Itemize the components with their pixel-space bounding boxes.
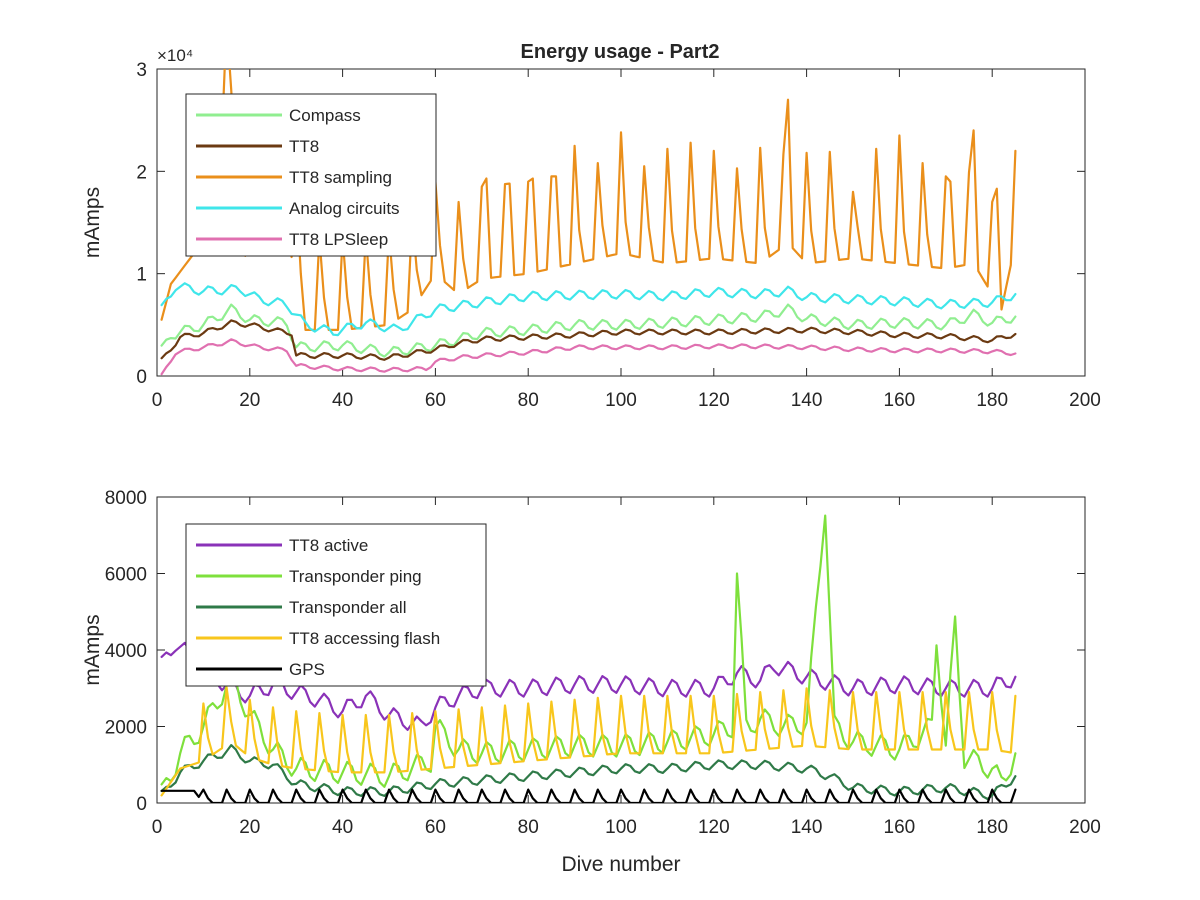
y-exponent-label: ×10⁴ [157, 46, 193, 65]
x-tick-label: 40 [332, 817, 353, 838]
x-tick-label: 0 [152, 817, 163, 838]
x-tick-label: 120 [698, 390, 730, 411]
legend-label: TT8 LPSleep [289, 230, 388, 249]
y-tick-label: 0 [136, 367, 147, 388]
x-tick-label: 140 [791, 390, 823, 411]
x-tick-label: 200 [1069, 817, 1101, 838]
legend-label: TT8 sampling [289, 168, 392, 187]
legend-label: Transponder all [289, 598, 407, 617]
x-tick-label: 0 [152, 390, 163, 411]
x-tick-label: 200 [1069, 390, 1101, 411]
x-tick-label: 60 [425, 817, 446, 838]
series-line-analog-circuits [160, 282, 1017, 337]
series-line-tt8-active [160, 641, 1017, 732]
x-tick-label: 120 [698, 817, 730, 838]
x-tick-label: 20 [239, 390, 260, 411]
y-tick-label: 0 [136, 794, 147, 815]
x-tick-label: 60 [425, 390, 446, 411]
legend-label: TT8 active [289, 536, 368, 555]
y-tick-label: 2000 [105, 718, 147, 739]
legend-0: Compass TT8 TT8 sampling Analog circuits TT8… [185, 93, 437, 257]
series-line-gps [160, 788, 1017, 803]
y-tick-label: 1 [136, 265, 147, 286]
series-line-tt8-accessing-flash [160, 686, 1017, 797]
x-tick-label: 40 [332, 390, 353, 411]
series-lines-0 [160, 69, 1017, 376]
x-tick-label: 140 [791, 817, 823, 838]
top-chart: 0 20 40 60 80 100 120 140 160 180 200 0 1 2 3 ×10⁴ mAmps… [81, 46, 1101, 411]
series-line-compass [160, 303, 1017, 358]
y-tick-label: 2 [136, 162, 147, 183]
x-axis-label: Dive number [561, 853, 680, 876]
legend-label: TT8 [289, 137, 319, 156]
series-line-transponder-all [160, 743, 1017, 801]
x-tick-label: 160 [884, 817, 916, 838]
legend-label: TT8 accessing flash [289, 629, 440, 648]
series-line-tt8 [160, 319, 1017, 361]
x-tick-label: 20 [239, 817, 260, 838]
legend-label: Transponder ping [289, 567, 422, 586]
y-axis-label: mAmps [81, 187, 104, 258]
x-tick-label: 180 [976, 817, 1008, 838]
legend-box [185, 93, 437, 257]
y-tick-label: 4000 [105, 641, 147, 662]
figure-title: Energy usage - Part2 [521, 41, 720, 63]
y-tick-label: 8000 [105, 488, 147, 509]
legend-1: TT8 active Transponder ping Transponder al… [185, 523, 487, 687]
x-tick-label: 180 [976, 390, 1008, 411]
legend-box [185, 523, 487, 687]
bottom-chart: 0 20 40 60 80 100 120 140 160 180 2000200040006000… [81, 488, 1101, 876]
x-tick-label: 100 [605, 817, 637, 838]
x-tick-label: 160 [884, 390, 916, 411]
y-tick-label: 6000 [105, 565, 147, 586]
legend-label: Compass [289, 106, 361, 125]
series-line-tt8-lpsleep [160, 338, 1017, 376]
y-tick-label: 3 [136, 60, 147, 81]
legend-label: Analog circuits [289, 199, 400, 218]
legend-label: GPS [289, 660, 325, 679]
y-axis-label: mAmps [81, 614, 104, 685]
x-tick-label: 100 [605, 390, 637, 411]
series-line-tt8-sampling [160, 69, 1017, 331]
series-lines-1 [160, 514, 1017, 803]
x-tick-label: 80 [518, 390, 539, 411]
x-tick-label: 80 [518, 817, 539, 838]
